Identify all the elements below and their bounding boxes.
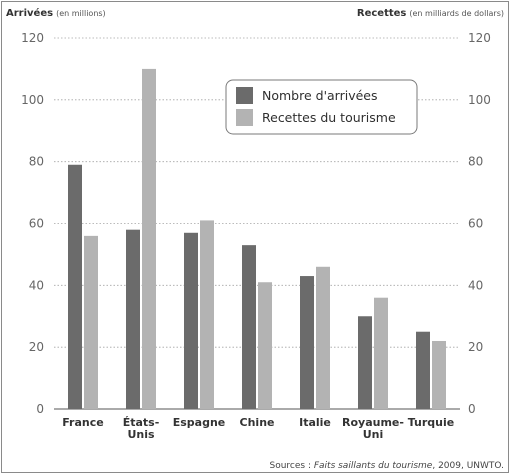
bar-arrivals-2 [184, 232, 198, 409]
legend-swatch-arrivals [236, 87, 253, 104]
category-label: Royaume- [342, 416, 404, 429]
left-tick-label: 100 [21, 93, 44, 107]
right-tick-label: 100 [468, 93, 491, 107]
left-tick-label: 0 [36, 402, 44, 416]
category-label: Uni [363, 428, 384, 441]
legend-label-receipts: Recettes du tourisme [262, 110, 396, 125]
bar-receipts-1 [142, 68, 156, 410]
category-label: Espagne [173, 416, 226, 429]
right-tick-label: 80 [468, 155, 483, 169]
bar-arrivals-1 [126, 229, 140, 409]
bar-arrivals-3 [242, 245, 256, 409]
bar-receipts-0 [84, 235, 98, 409]
right-tick-label: 60 [468, 217, 483, 231]
bar-arrivals-5 [358, 316, 372, 409]
legend-label-arrivals: Nombre d'arrivées [262, 88, 378, 103]
right-y-ticks: 0 20 40 60 80 100 120 [468, 31, 491, 416]
category-label: Chine [240, 416, 275, 429]
right-tick-label: 120 [468, 31, 491, 45]
left-axis-title: Arrivées (en millions) [6, 7, 106, 19]
left-tick-label: 80 [29, 155, 44, 169]
category-label: Turquie [408, 416, 455, 429]
left-tick-label: 60 [29, 217, 44, 231]
source-note: Sources : Faits saillants du tourisme, 2… [269, 461, 504, 471]
left-tick-label: 40 [29, 278, 44, 292]
right-axis-title: Recettes (en milliards de dollars) [357, 8, 504, 19]
legend-box [225, 79, 418, 135]
legend-swatch-receipts [236, 109, 253, 126]
right-tick-label: 20 [468, 340, 483, 354]
bar-arrivals-0 [68, 164, 82, 409]
bar-receipts-6 [432, 340, 446, 409]
bar-arrivals-6 [416, 331, 430, 409]
left-tick-label: 120 [21, 31, 44, 45]
left-y-ticks: 0 20 40 60 80 100 120 [21, 31, 44, 416]
bar-receipts-2 [200, 220, 214, 409]
category-label: France [62, 416, 103, 429]
category-label: Italie [299, 416, 331, 429]
left-tick-label: 20 [29, 340, 44, 354]
legend: Nombre d'arrivées Recettes du tourisme [225, 79, 418, 135]
bar-receipts-5 [374, 297, 388, 409]
bar-receipts-4 [316, 266, 330, 409]
right-tick-label: 0 [468, 402, 476, 416]
category-label: États- [123, 416, 160, 429]
category-label: Unis [127, 428, 155, 441]
bar-receipts-3 [258, 282, 272, 409]
bar-arrivals-4 [300, 276, 314, 409]
category-labels: France États-Unis Espagne Chine Italie Royaum… [62, 416, 454, 441]
right-tick-label: 40 [468, 278, 483, 292]
bars [68, 68, 446, 410]
